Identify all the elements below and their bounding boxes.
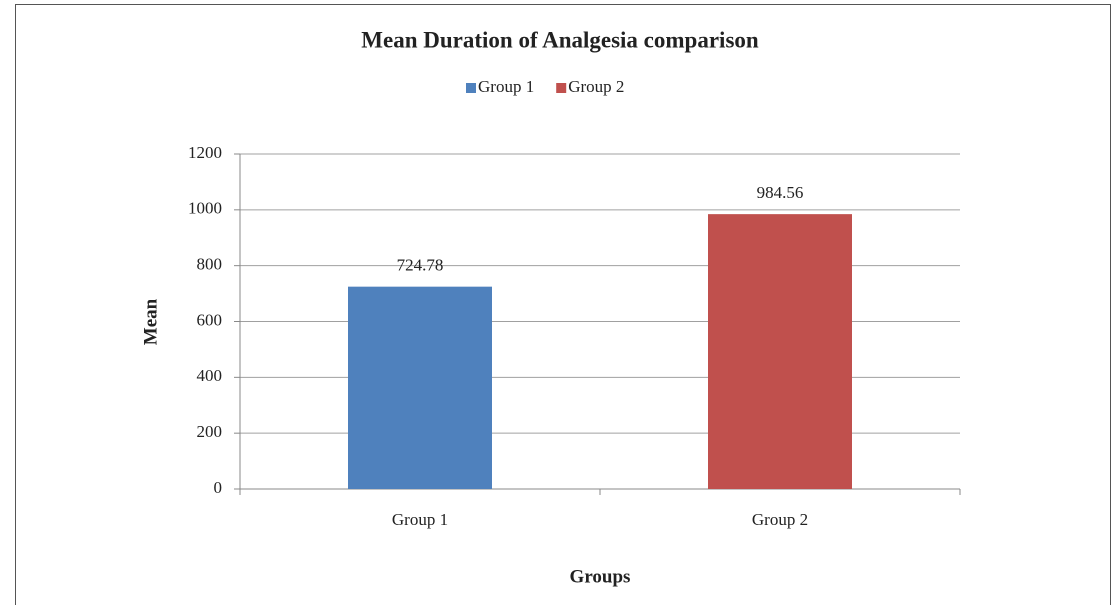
bar — [708, 214, 852, 489]
legend-swatch — [466, 83, 476, 93]
frame — [15, 4, 1111, 605]
legend-label: Group 2 — [568, 77, 624, 96]
y-tick-label: 0 — [214, 478, 223, 497]
data-label: 724.78 — [397, 256, 444, 275]
chart-title: Mean Duration of Analgesia comparison — [361, 27, 759, 52]
x-tick-label: Group 1 — [392, 510, 448, 529]
y-tick-label: 1200 — [188, 143, 222, 162]
data-label: 984.56 — [757, 183, 804, 202]
y-axis-title: Mean — [140, 298, 161, 345]
x-tick-label: Group 2 — [752, 510, 808, 529]
y-tick-label: 1000 — [188, 199, 222, 218]
y-tick-label: 800 — [197, 255, 223, 274]
bar — [348, 286, 492, 489]
y-tick-label: 400 — [197, 366, 223, 385]
x-axis-title: Groups — [570, 566, 631, 587]
legend-swatch — [556, 83, 567, 93]
legend-label: Group 1 — [478, 77, 534, 96]
y-tick-label: 600 — [197, 310, 223, 329]
y-tick-label: 200 — [197, 422, 223, 441]
